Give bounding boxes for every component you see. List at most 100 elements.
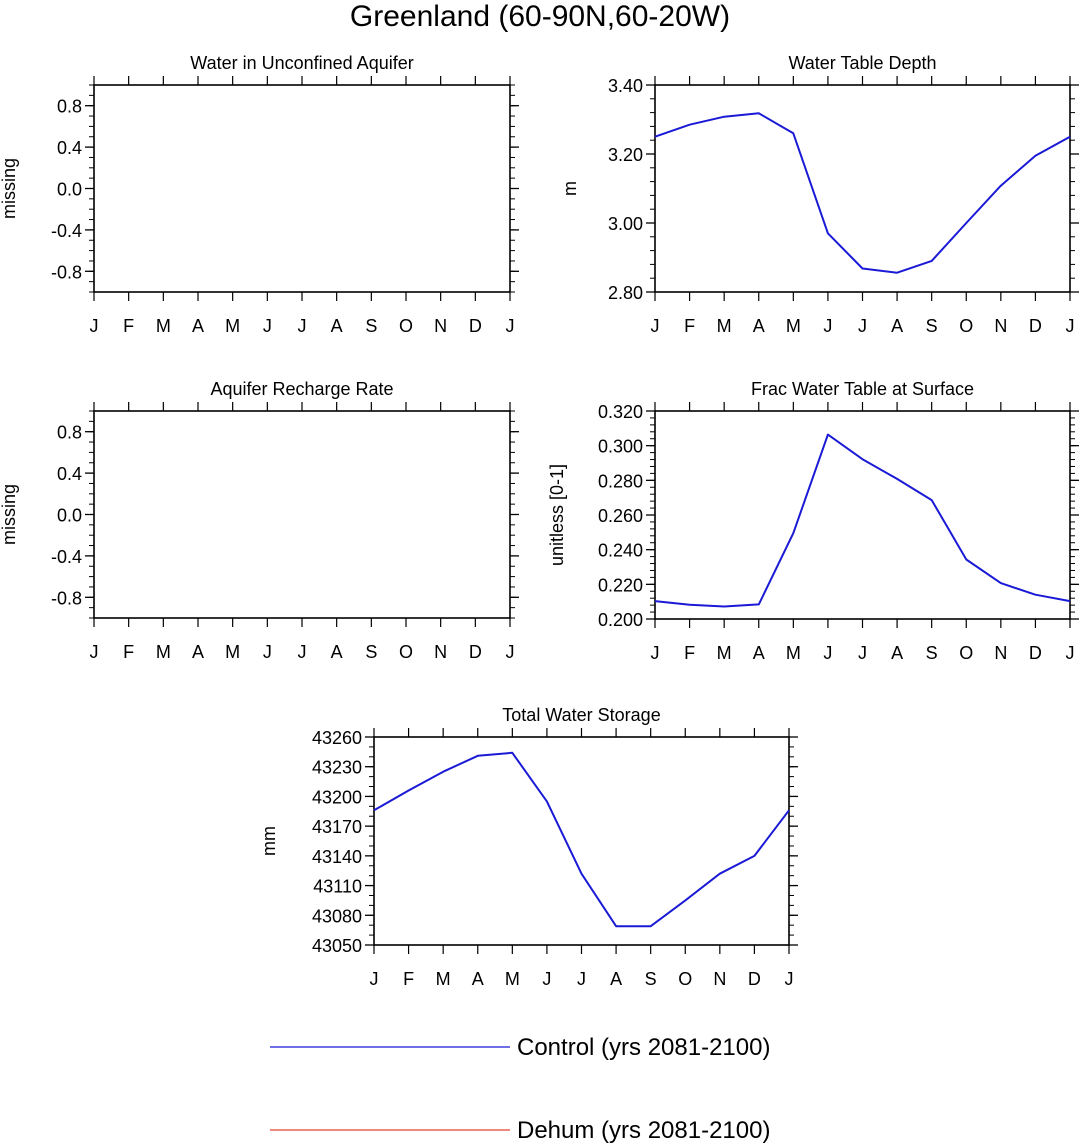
- x-tick-label: A: [753, 316, 765, 336]
- y-tick-label: 0.260: [598, 506, 643, 526]
- y-tick-label: 0.280: [598, 471, 643, 491]
- figure-title: Greenland (60-90N,60-20W): [350, 0, 730, 33]
- y-tick-label: 43110: [313, 877, 362, 897]
- y-tick-label: -0.8: [51, 588, 82, 608]
- y-tick-label: 3.00: [608, 214, 643, 234]
- y-tick-label: 43080: [312, 906, 362, 926]
- x-tick-label: D: [469, 316, 482, 336]
- y-tick-label: 0.0: [57, 506, 82, 526]
- y-axis-label: missing: [0, 158, 19, 219]
- plot-frame: [373, 736, 790, 946]
- x-tick-label: F: [403, 969, 414, 989]
- x-tick-label: J: [298, 316, 307, 336]
- x-tick-label: D: [748, 969, 761, 989]
- y-axis-label: m: [560, 181, 580, 196]
- y-tick-label: 43200: [312, 787, 362, 807]
- panel-frac-water-table-at-surface: J F M A M J J A S O N D J 0.200 0.220 0.240 0.260 0.280 0.…: [547, 379, 1079, 663]
- y-tick-label: -0.4: [51, 547, 82, 567]
- y-tick-label: 43140: [312, 847, 362, 867]
- x-tick-label: M: [717, 316, 732, 336]
- x-tick-label: F: [123, 316, 134, 336]
- y-tick-label: 0.0: [57, 180, 82, 200]
- x-tick-label: A: [192, 316, 204, 336]
- x-tick-label: S: [365, 642, 377, 662]
- plot-frame: [654, 410, 1071, 620]
- x-tick-label: M: [436, 969, 451, 989]
- series-line-control: [654, 112, 1071, 274]
- x-tick-label: M: [786, 643, 801, 663]
- x-tick-label: M: [717, 643, 732, 663]
- legend-label-control: Control (yrs 2081-2100): [517, 1034, 770, 1061]
- x-tick-label: M: [156, 642, 171, 662]
- x-tick-label: F: [684, 643, 695, 663]
- x-tick-label: O: [678, 969, 692, 989]
- panels: J F M A M J J A S O N D J 0.8 0.4 0.0 -0.4 -0.8 Water in U…: [0, 53, 1079, 989]
- series-line-control: [373, 751, 790, 928]
- x-tick-label: F: [123, 642, 134, 662]
- x-tick-label: J: [1066, 316, 1075, 336]
- x-tick-label: J: [823, 643, 832, 663]
- x-tick-label: M: [225, 642, 240, 662]
- plot-frame: [93, 410, 511, 619]
- y-tick-label: 43170: [312, 817, 362, 837]
- y-tick-label: 3.40: [608, 76, 643, 96]
- x-tick-label: A: [610, 969, 622, 989]
- x-tick-label: J: [1066, 643, 1075, 663]
- y-tick-label: 0.300: [598, 437, 643, 457]
- plot-frame: [93, 84, 511, 293]
- y-tick-label: 43230: [312, 758, 362, 778]
- x-tick-label: F: [684, 316, 695, 336]
- x-tick-label: J: [785, 969, 794, 989]
- y-tick-label: 43050: [312, 936, 362, 956]
- x-tick-label: J: [542, 969, 551, 989]
- x-tick-label: A: [753, 643, 765, 663]
- x-tick-label: J: [823, 316, 832, 336]
- x-tick-label: M: [156, 316, 171, 336]
- y-tick-label: 0.8: [57, 423, 82, 443]
- x-tick-label: J: [506, 642, 515, 662]
- y-tick-label: 43260: [312, 728, 362, 748]
- y-tick-label: 0.4: [57, 138, 82, 158]
- x-tick-label: J: [858, 316, 867, 336]
- panel-title: Water Table Depth: [788, 53, 936, 73]
- y-tick-label: 0.320: [598, 402, 643, 422]
- x-tick-label: O: [399, 316, 413, 336]
- x-tick-label: S: [365, 316, 377, 336]
- x-tick-label: J: [651, 643, 660, 663]
- legend: Control (yrs 2081-2100) Dehum (yrs 2081-…: [270, 1034, 770, 1144]
- x-tick-label: O: [959, 316, 973, 336]
- x-tick-label: D: [1029, 316, 1042, 336]
- y-tick-label: 0.4: [57, 464, 82, 484]
- x-tick-label: J: [263, 316, 272, 336]
- x-tick-label: S: [926, 643, 938, 663]
- x-tick-label: O: [399, 642, 413, 662]
- x-tick-label: J: [651, 316, 660, 336]
- y-tick-label: 0.220: [598, 575, 643, 595]
- y-tick-label: -0.4: [51, 221, 82, 241]
- x-tick-label: N: [713, 969, 726, 989]
- x-tick-label: M: [505, 969, 520, 989]
- x-tick-label: A: [331, 316, 343, 336]
- panel-title: Frac Water Table at Surface: [751, 379, 974, 399]
- x-tick-label: J: [298, 642, 307, 662]
- x-tick-label: N: [434, 316, 447, 336]
- y-tick-label: 2.80: [608, 283, 643, 303]
- plot-frame: [654, 84, 1071, 293]
- panel-total-water-storage: J F M A M J J A S O N D J 43050 43080 43110 43140 43170 43…: [259, 705, 798, 989]
- x-tick-label: D: [1029, 643, 1042, 663]
- x-tick-label: N: [994, 643, 1007, 663]
- y-tick-label: 0.200: [598, 610, 643, 630]
- panel-aquifer-recharge-rate: J F M A M J J A S O N D J 0.8 0.4 0.0 -0.4 -0.8 Aquifer Re…: [0, 379, 519, 662]
- panel-water-table-depth: J F M A M J J A S O N D J 2.80 3.00 3.20 3.40 Water Table…: [560, 53, 1079, 336]
- y-tick-label: 0.240: [598, 541, 643, 561]
- x-tick-label: J: [506, 316, 515, 336]
- panel-title: Total Water Storage: [502, 705, 660, 725]
- x-tick-label: A: [472, 969, 484, 989]
- x-tick-label: N: [434, 642, 447, 662]
- x-tick-label: O: [959, 643, 973, 663]
- x-tick-label: M: [225, 316, 240, 336]
- x-tick-label: A: [891, 643, 903, 663]
- y-axis-label: mm: [259, 826, 279, 856]
- x-tick-label: S: [926, 316, 938, 336]
